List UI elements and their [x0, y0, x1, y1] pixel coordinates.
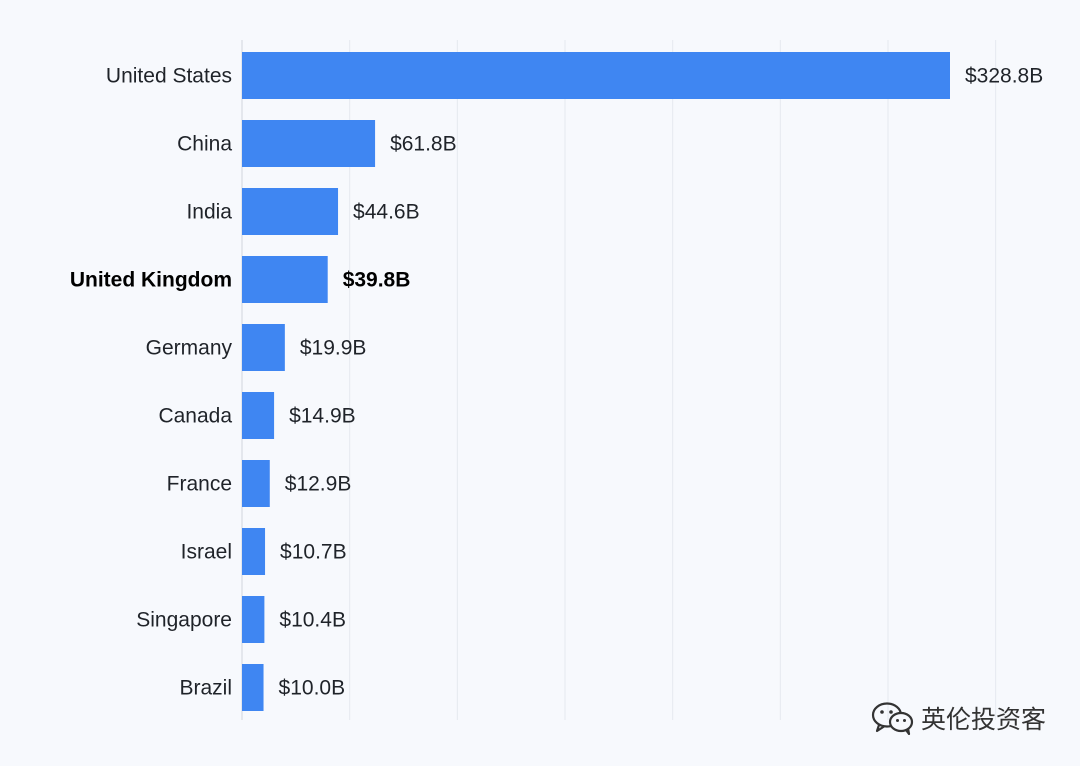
bar [242, 256, 328, 303]
value-label: $61.8B [390, 133, 457, 156]
category-label: Brazil [179, 677, 232, 700]
value-label: $44.6B [353, 201, 420, 224]
category-label: France [167, 473, 232, 496]
category-label: Singapore [136, 609, 232, 632]
category-label: China [177, 133, 232, 156]
category-label: Israel [181, 541, 232, 564]
category-label: Canada [158, 405, 232, 428]
category-label: United States [106, 65, 232, 88]
watermark-text: 英伦投资客 [920, 705, 1046, 734]
value-label: $39.8B [343, 269, 411, 292]
value-label: $14.9B [289, 405, 356, 428]
bar [242, 52, 950, 99]
value-label: $10.0B [279, 677, 346, 700]
category-label: United Kingdom [70, 269, 232, 292]
bar [242, 392, 275, 439]
value-label: $328.8B [965, 65, 1043, 88]
value-label: $19.9B [300, 337, 367, 360]
value-label: $10.4B [279, 609, 346, 632]
label-layer: United States $328.8B China $61.8B India $44.… [70, 65, 1043, 700]
bar [242, 664, 264, 711]
bar [242, 188, 339, 235]
bar [242, 120, 376, 167]
bar [242, 460, 270, 507]
value-label: $12.9B [285, 473, 352, 496]
value-label: $10.7B [280, 541, 347, 564]
watermark: 英伦投资客 [871, 700, 1046, 736]
bar [242, 324, 285, 371]
bar [242, 528, 266, 575]
bar-layer [242, 52, 950, 711]
wechat-icon [871, 701, 915, 735]
category-label: Germany [146, 337, 233, 360]
grid-layer [241, 40, 997, 720]
category-label: India [186, 201, 232, 224]
bar [242, 596, 265, 643]
